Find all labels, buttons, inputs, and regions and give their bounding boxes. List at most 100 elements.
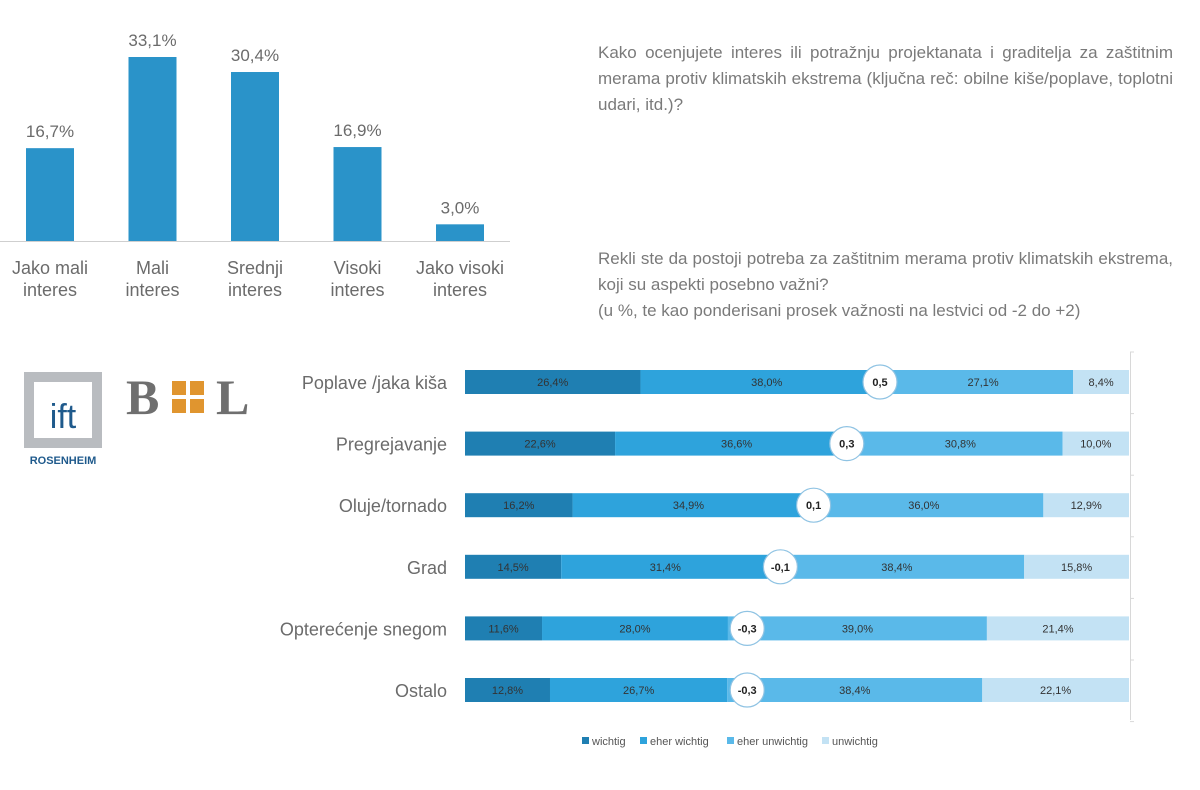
stacked-segment <box>549 678 728 702</box>
category-label: Oluje/tornado <box>339 496 447 516</box>
bar-value-label: 3,0% <box>441 198 480 217</box>
ift-logo-subtext: ROSENHEIM <box>30 455 97 466</box>
bar-value-label: 30,4% <box>231 46 279 65</box>
category-label: Srednji <box>227 258 283 278</box>
legend-label: unwichtig <box>832 736 878 748</box>
category-label: interes <box>433 280 487 300</box>
category-label: interes <box>23 280 77 300</box>
segment-value-label: 22,1% <box>1040 685 1071 697</box>
category-label: Mali <box>136 258 169 278</box>
segment-value-label: 36,6% <box>721 439 752 451</box>
stacked-segment <box>1024 554 1129 579</box>
bl-logo-square <box>190 381 204 395</box>
bar <box>436 224 484 241</box>
segment-value-label: 26,4% <box>537 377 568 389</box>
ift-rosenheim-logo: ift ROSENHEIM <box>24 372 102 466</box>
bl-logo-square <box>172 381 186 395</box>
legend-swatch <box>727 737 734 744</box>
question-aspects: Rekli ste da postoji potreba za zaštitni… <box>598 246 1173 324</box>
segment-value-label: 8,4% <box>1089 377 1114 389</box>
bar <box>26 148 74 241</box>
stacked-segment <box>727 678 983 702</box>
average-marker <box>729 610 765 647</box>
bl-logo-letter-l: L <box>216 370 249 420</box>
stacked-segment <box>1043 493 1129 518</box>
stacked-segment <box>982 678 1129 702</box>
bl-logo-square <box>190 399 204 413</box>
stacked-segment <box>986 616 1129 641</box>
legend-swatch <box>582 737 589 744</box>
stacked-segment <box>465 678 550 702</box>
legend-swatch <box>822 737 829 744</box>
average-value-label: -0,3 <box>738 685 757 697</box>
question-aspects-text: Rekli ste da postoji potreba za zaštitni… <box>598 249 1173 294</box>
stacked-segment <box>615 431 859 456</box>
stacked-segment <box>1073 370 1129 394</box>
stacked-segment <box>640 370 894 394</box>
stacked-segment <box>858 431 1063 456</box>
segment-value-label: 27,1% <box>968 377 999 389</box>
category-label: interes <box>125 280 179 300</box>
stacked-segment <box>465 493 573 518</box>
segment-value-label: 30,8% <box>945 439 976 451</box>
segment-value-label: 12,8% <box>492 685 523 697</box>
segment-value-label: 38,4% <box>881 562 912 574</box>
segment-value-label: 15,8% <box>1061 562 1092 574</box>
stacked-segment <box>893 370 1074 394</box>
bar-value-label: 16,7% <box>26 122 74 141</box>
bar-value-label: 33,1% <box>128 31 176 50</box>
segment-value-label: 21,4% <box>1042 623 1073 635</box>
stacked-segment <box>465 554 562 579</box>
segment-value-label: 38,4% <box>839 685 870 697</box>
category-label: Poplave /jaka kiša <box>302 373 448 393</box>
segment-value-label: 12,9% <box>1071 500 1102 512</box>
bar <box>231 72 279 241</box>
stacked-segment <box>572 493 805 518</box>
segment-value-label: 28,0% <box>619 623 650 635</box>
average-marker <box>862 364 898 400</box>
legend-label: eher wichtig <box>650 736 709 748</box>
category-label: Visoki <box>334 258 382 278</box>
bar <box>333 147 382 241</box>
interest-bar-chart: 16,7%Jako maliinteres33,1%Maliinteres30,… <box>0 31 510 300</box>
segment-value-label: 36,0% <box>908 500 939 512</box>
ift-logo-text: ift <box>50 398 77 436</box>
segment-value-label: 31,4% <box>650 562 681 574</box>
average-marker <box>729 672 765 708</box>
segment-value-label: 26,7% <box>623 685 654 697</box>
bl-logo-square <box>172 399 186 413</box>
average-value-label: -0,3 <box>738 623 757 635</box>
bar <box>128 57 177 241</box>
stacked-segment <box>1062 431 1129 456</box>
segment-value-label: 34,9% <box>673 500 704 512</box>
average-marker <box>762 549 799 585</box>
average-value-label: -0,1 <box>771 562 790 574</box>
average-marker <box>795 487 832 523</box>
legend-label: eher unwichtig <box>737 736 808 748</box>
segment-value-label: 11,6% <box>488 623 519 635</box>
legend-label: wichtig <box>591 736 626 748</box>
segment-value-label: 10,0% <box>1080 439 1111 451</box>
segment-value-label: 16,2% <box>503 500 534 512</box>
segment-value-label: 14,5% <box>497 562 528 574</box>
bar-value-label: 16,9% <box>333 121 381 140</box>
category-label: Grad <box>407 558 447 578</box>
stacked-segment <box>542 616 728 641</box>
ift-logo-inner <box>34 382 92 438</box>
bl-logo-letter-b: B <box>126 370 159 420</box>
segment-value-label: 39,0% <box>842 623 873 635</box>
stacked-segment <box>727 616 987 641</box>
stacked-segment <box>465 616 543 641</box>
average-value-label: 0,3 <box>839 439 854 451</box>
stacked-segment <box>769 554 1025 579</box>
average-value-label: 0,5 <box>872 377 887 389</box>
question-interest: Kako ocenjujete interes ili potražnju pr… <box>598 43 1173 114</box>
stacked-segment <box>804 493 1044 518</box>
legend-swatch <box>640 737 647 744</box>
bl-logo: B L <box>126 370 249 420</box>
category-label: interes <box>330 280 384 300</box>
category-label: Ostalo <box>395 681 447 701</box>
category-label: Jako mali <box>12 258 88 278</box>
category-label: Opterećenje snegom <box>280 619 447 639</box>
